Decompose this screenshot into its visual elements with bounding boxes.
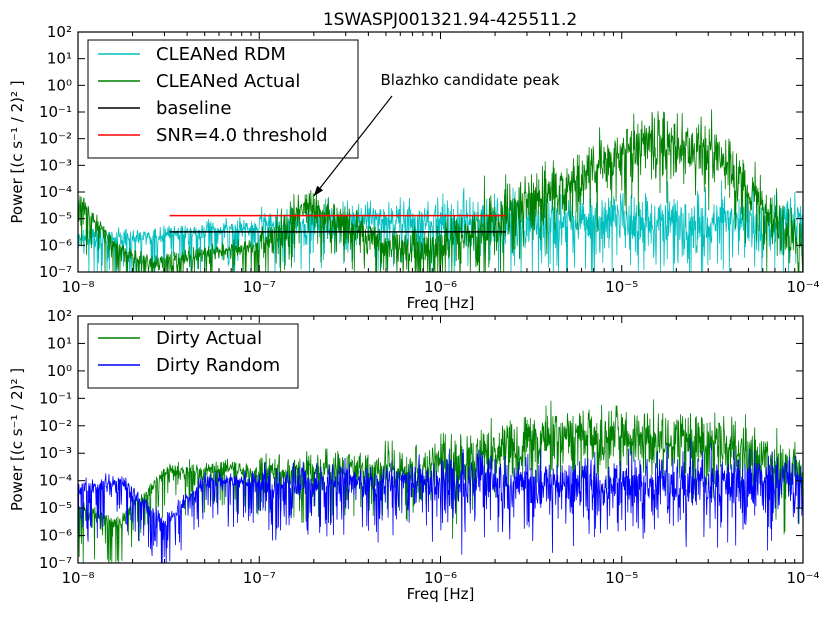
y-tick-label: 10⁻⁴: [39, 472, 72, 490]
x-tick-label: 10⁻⁸: [61, 569, 94, 587]
legend-entry: SNR=4.0 threshold: [156, 125, 328, 146]
annotation-text: Blazhko candidate peak: [381, 71, 560, 89]
x-tick-label: 10⁻⁵: [605, 278, 638, 296]
legend: Dirty Actual Dirty Random: [87, 323, 299, 389]
series-1-line: [78, 438, 803, 563]
x-tick-label: 10⁻⁷: [243, 278, 276, 296]
legend-entry: Dirty Random: [156, 355, 280, 376]
annotation-arrow: [313, 95, 393, 197]
y-tick-label: 10⁻⁶: [39, 236, 72, 254]
y-tick-label: 10⁰: [47, 362, 72, 380]
legend-entry: Dirty Actual: [156, 328, 262, 349]
y-tick-label: 10⁻³: [39, 156, 72, 174]
annotation-arrowhead: [313, 185, 324, 197]
y-tick-label: 10⁻⁴: [39, 183, 72, 201]
y-tick-label: 10⁻²: [39, 417, 72, 435]
legend-entry: CLEANed Actual: [156, 71, 300, 92]
y-tick-label: 10⁻²: [39, 130, 72, 148]
y-tick-label: 10⁻¹: [39, 103, 72, 121]
y-axis-label: Power [(c s⁻¹ / 2)² ]: [8, 80, 26, 223]
legend-entry: baseline: [156, 98, 231, 119]
plot-area: [78, 109, 803, 272]
legend-box: [87, 39, 359, 159]
x-tick-label: 10⁻⁶: [424, 278, 457, 296]
plot-area: [78, 399, 803, 563]
y-tick-label: 10⁻⁶: [39, 527, 72, 545]
y-tick-label: 10⁻⁵: [39, 210, 72, 228]
y-tick-label: 10⁻⁵: [39, 499, 72, 517]
y-axis-label: Power [(c s⁻¹ / 2)² ]: [8, 368, 26, 511]
x-tick-label: 10⁻⁴: [786, 278, 819, 296]
y-tick-label: 10⁻⁷: [39, 263, 72, 281]
y-tick-label: 10⁻⁷: [39, 554, 72, 572]
y-tick-label: 10⁻³: [39, 444, 72, 462]
y-tick-label: 10²: [47, 307, 72, 325]
x-axis-label: Freq [Hz]: [407, 585, 475, 603]
x-tick-label: 10⁻⁴: [786, 569, 819, 587]
y-tick-label: 10¹: [47, 334, 72, 352]
x-axis-label: Freq [Hz]: [407, 294, 475, 312]
y-tick-label: 10¹: [47, 50, 72, 68]
x-tick-label: 10⁻⁷: [243, 569, 276, 587]
series-1-line: [78, 109, 803, 272]
panel-top: 10⁻⁸ 10⁻⁷ 10⁻⁶ 10⁻⁵ 10⁻⁴10⁻⁷10⁻⁶10⁻⁵10⁻⁴10⁻³…: [8, 23, 820, 312]
legend-entry: CLEANed RDM: [156, 44, 286, 65]
x-tick-label: 10⁻⁵: [605, 569, 638, 587]
y-tick-label: 10²: [47, 23, 72, 41]
panel-bottom: 10⁻⁸ 10⁻⁷ 10⁻⁶ 10⁻⁵ 10⁻⁴10⁻⁷10⁻⁶10⁻⁵10⁻⁴10⁻³…: [8, 307, 820, 603]
y-tick-label: 10⁰: [47, 76, 72, 94]
legend-box: [87, 323, 299, 389]
x-tick-label: 10⁻⁸: [61, 278, 94, 296]
x-tick-label: 10⁻⁶: [424, 569, 457, 587]
y-tick-label: 10⁻¹: [39, 389, 72, 407]
legend: CLEANed RDM CLEANed Actual baseline SNR=4.0…: [87, 39, 359, 159]
figure-title: 1SWASPJ001321.94-425511.2: [323, 10, 577, 30]
series-0-line: [78, 399, 803, 563]
